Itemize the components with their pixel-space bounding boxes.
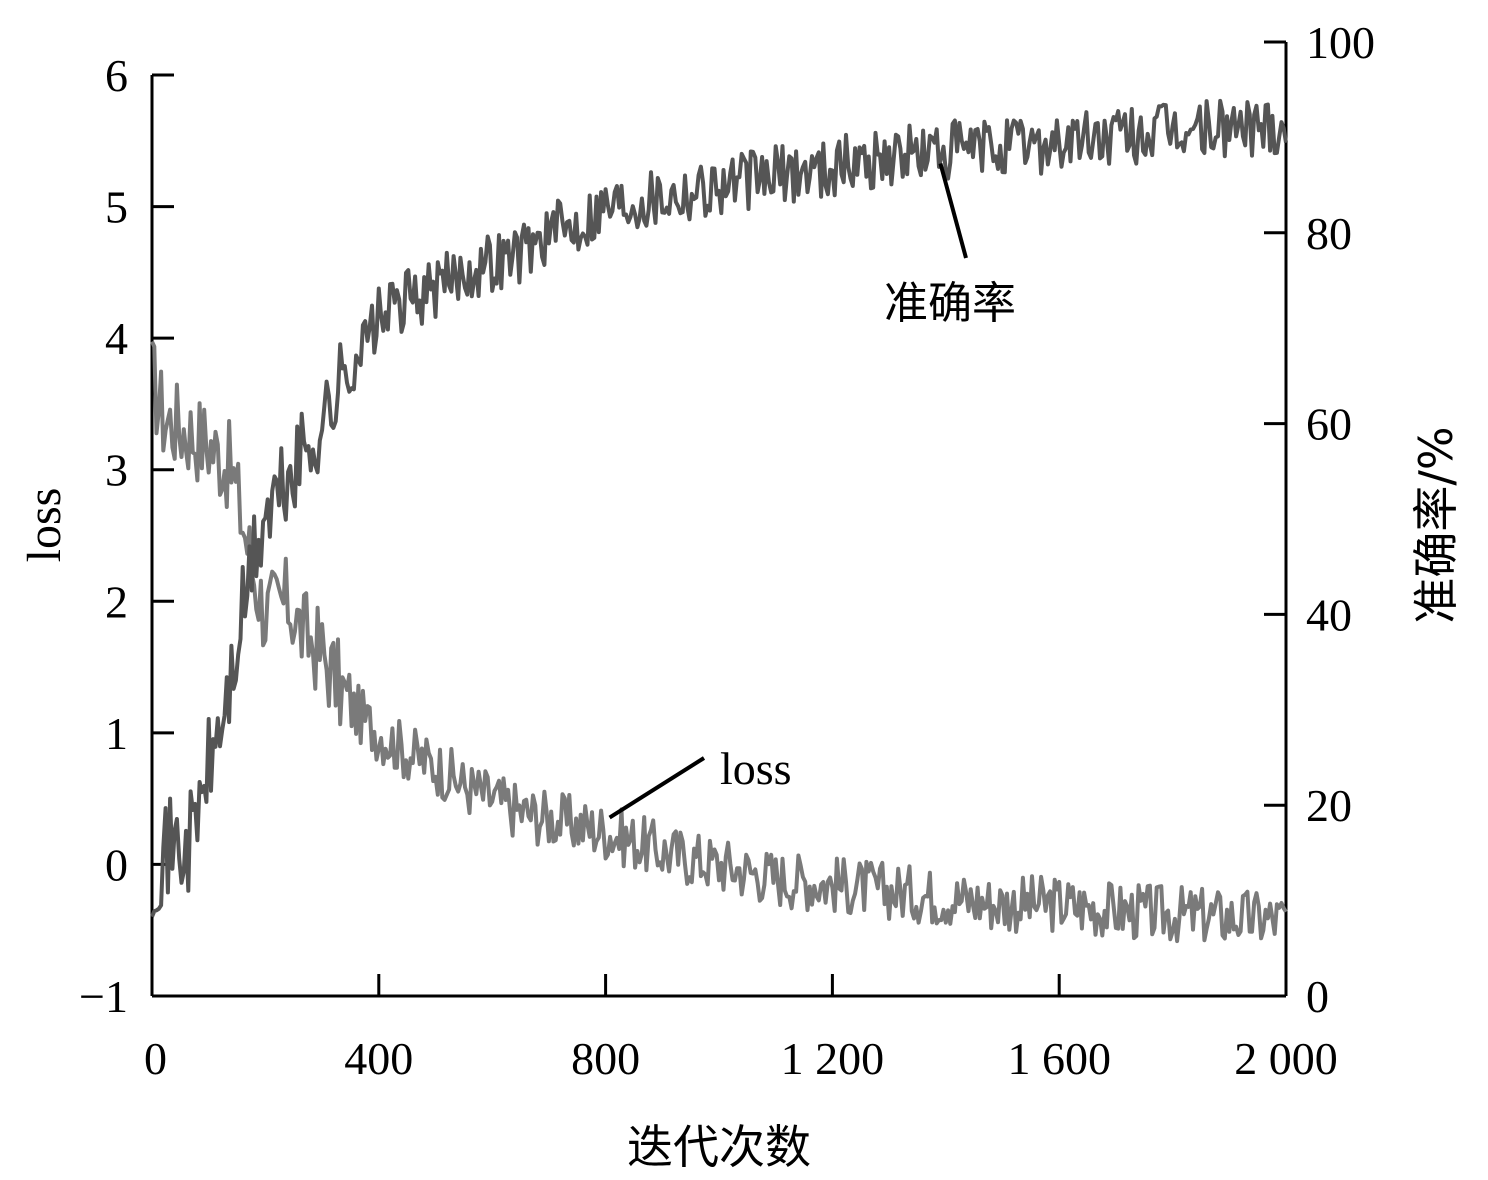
- x-tick-label: 400: [344, 1033, 413, 1084]
- y-right-tick-label: 40: [1306, 589, 1352, 640]
- annotation-loss-label: loss: [720, 743, 792, 794]
- y-right-tick-label: 80: [1306, 208, 1352, 259]
- y-right-tick-label: 0: [1306, 971, 1329, 1022]
- y-left-tick-label: 4: [105, 313, 128, 364]
- y-left-axis-title: loss: [18, 488, 71, 563]
- y-left-tick-label: 3: [105, 445, 128, 496]
- x-axis-title: 迭代次数: [627, 1120, 811, 1174]
- series-line-accuracy: [150, 98, 1288, 918]
- y-left-tick-label: 5: [105, 182, 128, 233]
- y-left-tick-label: 2: [105, 576, 128, 627]
- x-tick-label: 1 600: [1007, 1033, 1111, 1084]
- annotation-accuracy-label: 准确率: [884, 278, 1016, 329]
- y-left-tick-label: 1: [105, 708, 128, 759]
- x-tick-label: 800: [571, 1033, 640, 1084]
- y-left-tick-label: −1: [79, 971, 128, 1022]
- y-left-tick-label: 0: [105, 839, 128, 890]
- annotation-leader-loss: [608, 756, 706, 820]
- series-line-loss: [150, 340, 1288, 944]
- y-right-tick-label: 100: [1306, 17, 1375, 68]
- series-layer: [150, 98, 1288, 944]
- x-tick-label: 0: [144, 1033, 167, 1084]
- y-right-axis-title: 准确率/%: [1409, 426, 1463, 623]
- y-left-tick-label: 6: [105, 50, 128, 101]
- y-right-tick-label: 60: [1306, 399, 1352, 450]
- y-right-tick-label: 20: [1306, 780, 1352, 831]
- x-tick-label: 1 200: [781, 1033, 885, 1084]
- annotation-leader-accuracy: [938, 163, 968, 259]
- axes: [150, 40, 1288, 998]
- x-tick-label: 2 000: [1234, 1033, 1338, 1084]
